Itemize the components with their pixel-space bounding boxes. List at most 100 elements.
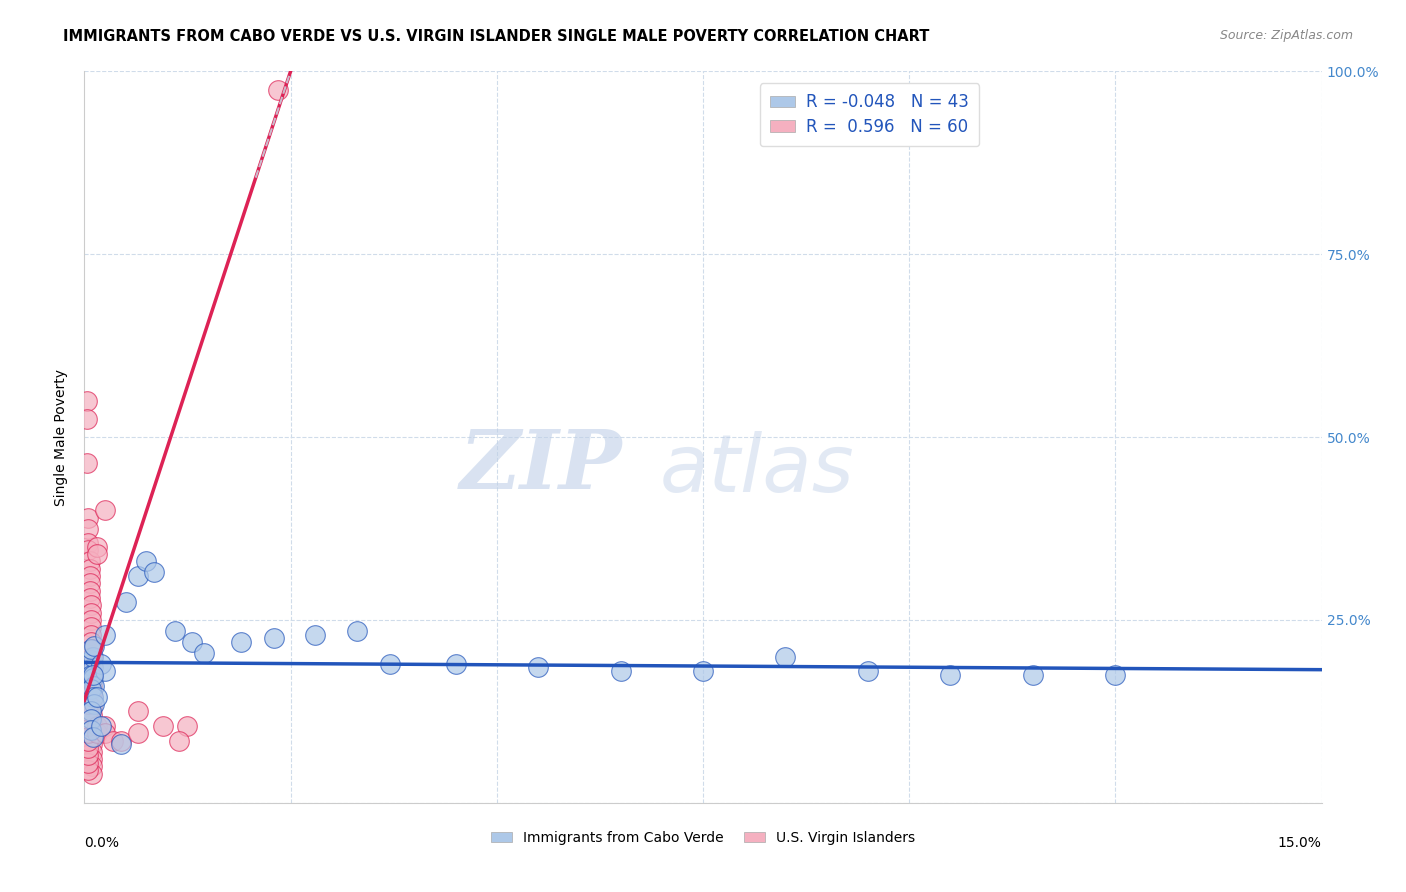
Point bbox=[90, 657, 112, 671]
Point bbox=[80, 693, 103, 707]
Point bbox=[80, 686, 103, 700]
Point bbox=[94, 719, 117, 733]
Point bbox=[80, 672, 103, 686]
Point bbox=[80, 730, 103, 744]
Point bbox=[692, 664, 714, 678]
Point bbox=[775, 649, 797, 664]
Point bbox=[77, 536, 100, 550]
Point bbox=[94, 627, 117, 641]
Point bbox=[94, 503, 117, 517]
Point bbox=[77, 543, 100, 558]
Point bbox=[80, 700, 103, 714]
Point bbox=[346, 624, 368, 638]
Point bbox=[76, 748, 98, 763]
Point bbox=[80, 642, 103, 657]
Point bbox=[80, 752, 103, 766]
Point bbox=[79, 583, 101, 598]
Point bbox=[76, 733, 98, 747]
Point bbox=[176, 719, 198, 733]
Point bbox=[80, 667, 103, 681]
Point bbox=[110, 733, 132, 747]
Point bbox=[80, 708, 103, 723]
Point bbox=[80, 627, 103, 641]
Point bbox=[80, 642, 103, 657]
Point bbox=[609, 664, 631, 678]
Point bbox=[80, 635, 103, 649]
Point bbox=[86, 690, 108, 704]
Point bbox=[83, 697, 105, 711]
Text: ZIP: ZIP bbox=[460, 426, 623, 507]
Point bbox=[86, 726, 108, 740]
Point bbox=[80, 679, 103, 693]
Point bbox=[83, 639, 105, 653]
Point bbox=[76, 719, 98, 733]
Point bbox=[76, 412, 98, 426]
Point bbox=[80, 712, 103, 726]
Point bbox=[165, 624, 187, 638]
Point bbox=[82, 672, 104, 686]
Point bbox=[143, 566, 166, 580]
Point bbox=[80, 705, 103, 719]
Point bbox=[263, 632, 285, 646]
Point bbox=[76, 456, 98, 470]
Point bbox=[80, 737, 103, 751]
Point bbox=[80, 766, 103, 780]
Point bbox=[80, 613, 103, 627]
Point bbox=[103, 733, 125, 747]
Point bbox=[82, 660, 104, 674]
Point bbox=[90, 719, 112, 733]
Point bbox=[80, 715, 103, 730]
Point bbox=[82, 690, 104, 704]
Point bbox=[110, 737, 132, 751]
Point bbox=[180, 635, 202, 649]
Point bbox=[76, 712, 98, 726]
Text: atlas: atlas bbox=[659, 431, 855, 509]
Point bbox=[79, 576, 101, 591]
Text: Source: ZipAtlas.com: Source: ZipAtlas.com bbox=[1219, 29, 1353, 43]
Point bbox=[79, 554, 101, 568]
Point bbox=[80, 759, 103, 773]
Point bbox=[444, 657, 467, 671]
Point bbox=[76, 756, 98, 770]
Point bbox=[82, 667, 104, 681]
Point bbox=[80, 653, 103, 667]
Point bbox=[1022, 667, 1045, 681]
Point bbox=[80, 606, 103, 620]
Text: IMMIGRANTS FROM CABO VERDE VS U.S. VIRGIN ISLANDER SINGLE MALE POVERTY CORRELATI: IMMIGRANTS FROM CABO VERDE VS U.S. VIRGI… bbox=[63, 29, 929, 45]
Point bbox=[80, 664, 103, 678]
Point bbox=[76, 697, 98, 711]
Point bbox=[152, 719, 174, 733]
Point bbox=[127, 569, 149, 583]
Text: 15.0%: 15.0% bbox=[1278, 836, 1322, 850]
Point bbox=[79, 591, 101, 605]
Point bbox=[76, 763, 98, 777]
Point bbox=[193, 646, 215, 660]
Point bbox=[94, 664, 117, 678]
Point bbox=[83, 679, 105, 693]
Point bbox=[79, 562, 101, 576]
Point bbox=[127, 726, 149, 740]
Legend: Immigrants from Cabo Verde, U.S. Virgin Islanders: Immigrants from Cabo Verde, U.S. Virgin … bbox=[485, 826, 921, 851]
Point bbox=[77, 521, 100, 535]
Point bbox=[80, 599, 103, 613]
Point bbox=[114, 594, 136, 608]
Point bbox=[1104, 667, 1126, 681]
Point bbox=[80, 649, 103, 664]
Point bbox=[80, 657, 103, 671]
Point bbox=[76, 705, 98, 719]
Point bbox=[167, 733, 190, 747]
Y-axis label: Single Male Poverty: Single Male Poverty bbox=[55, 368, 69, 506]
Point bbox=[135, 554, 157, 568]
Point bbox=[79, 569, 101, 583]
Point bbox=[80, 682, 103, 697]
Point bbox=[304, 627, 326, 641]
Point bbox=[82, 649, 104, 664]
Point bbox=[80, 745, 103, 759]
Point bbox=[939, 667, 962, 681]
Point bbox=[86, 719, 108, 733]
Point bbox=[77, 510, 100, 524]
Point bbox=[80, 723, 103, 737]
Point bbox=[378, 657, 401, 671]
Point bbox=[127, 705, 149, 719]
Point bbox=[76, 726, 98, 740]
